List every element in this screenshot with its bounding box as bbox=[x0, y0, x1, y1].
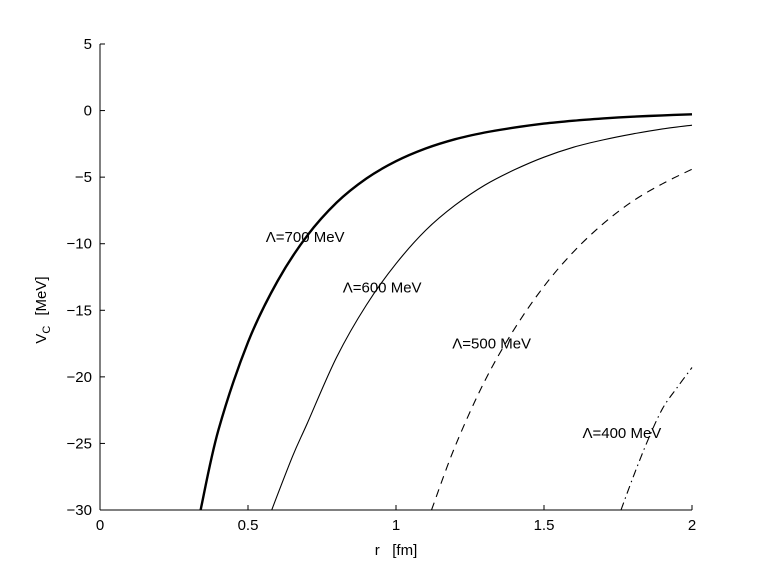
annotations: Λ=700 MeV Λ=600 MeV Λ=500 MeV Λ=400 MeV bbox=[266, 229, 662, 442]
curve-label-2: Λ=600 MeV bbox=[343, 280, 422, 297]
y-axis-label-main: V bbox=[33, 334, 50, 344]
svg-text:VC[MeV]: VC [MeV] bbox=[33, 276, 53, 343]
y-tick-label: −25 bbox=[67, 435, 92, 452]
y-tick-label: −30 bbox=[67, 502, 92, 519]
curve-label-3: Λ=500 MeV bbox=[452, 336, 531, 353]
curve-label-4: Λ=400 MeV bbox=[582, 425, 661, 442]
y-tick-label: −10 bbox=[67, 236, 92, 253]
series-line-3 bbox=[430, 168, 693, 511]
series-line-4 bbox=[620, 367, 693, 511]
x-tick-label: 2 bbox=[688, 517, 696, 534]
series-line-2 bbox=[271, 124, 693, 511]
y-tick-label: 0 bbox=[84, 103, 92, 120]
x-tick-label: 0.5 bbox=[238, 517, 259, 534]
x-axis-label: r [fm] bbox=[375, 542, 418, 559]
x-tick-label: 1.5 bbox=[534, 517, 555, 534]
curve-label-1: Λ=700 MeV bbox=[266, 229, 345, 246]
x-tick-label: 0 bbox=[96, 517, 104, 534]
y-tick-label: −20 bbox=[67, 369, 92, 386]
y-tick-label: −15 bbox=[67, 302, 92, 319]
y-axis-label-unit: [MeV] bbox=[33, 276, 50, 315]
y-axis-label: VC [MeV] bbox=[33, 276, 53, 343]
y-tick-label: −5 bbox=[75, 169, 92, 186]
series-line-1 bbox=[199, 113, 693, 511]
series-lines bbox=[199, 113, 693, 511]
y-tick-label: 5 bbox=[84, 36, 92, 53]
x-tick-label: 1 bbox=[392, 517, 400, 534]
y-axis-label-sub: C bbox=[41, 326, 53, 334]
axes: 0 0.5 1 1.5 2 5 0 −5 −10 −15 −20 −25 −30 bbox=[67, 36, 697, 534]
